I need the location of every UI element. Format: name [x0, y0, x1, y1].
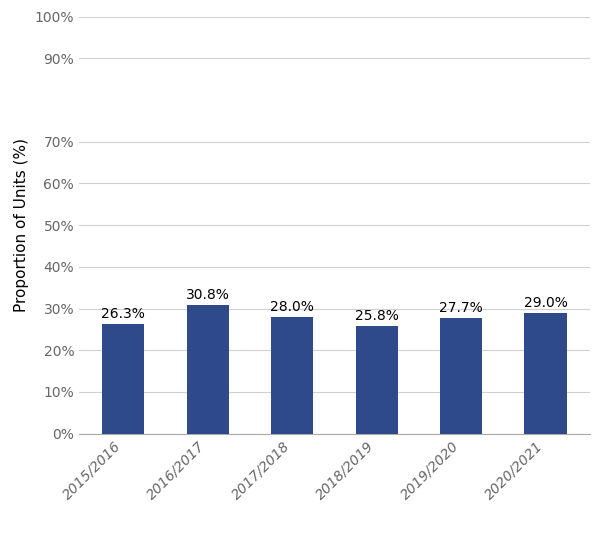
Bar [524, 312, 567, 434]
Text: 26.3%: 26.3% [102, 307, 145, 321]
Bar [356, 326, 398, 434]
Text: 25.8%: 25.8% [354, 309, 399, 323]
Bar [271, 317, 313, 434]
Y-axis label: Proportion of Units (%): Proportion of Units (%) [14, 138, 29, 312]
Bar [102, 324, 145, 434]
Text: 30.8%: 30.8% [186, 289, 230, 302]
Bar [187, 305, 229, 434]
Text: 27.7%: 27.7% [439, 301, 483, 315]
Bar [440, 318, 482, 434]
Text: 28.0%: 28.0% [270, 300, 314, 314]
Text: 29.0%: 29.0% [523, 296, 567, 310]
